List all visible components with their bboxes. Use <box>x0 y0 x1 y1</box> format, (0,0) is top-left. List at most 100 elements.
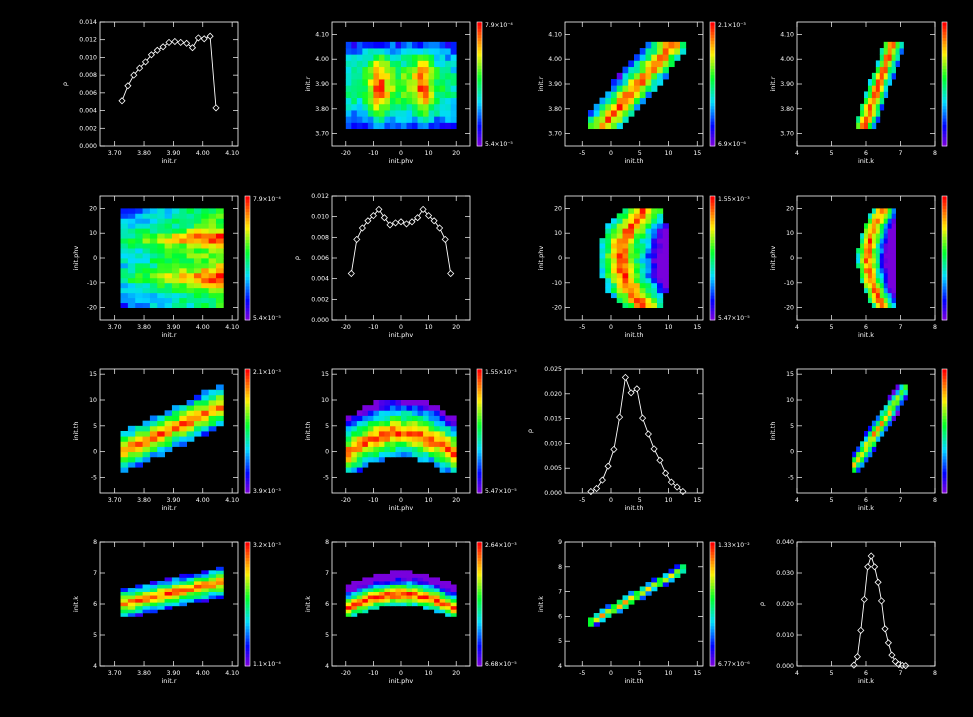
heatmap-cell <box>406 598 413 603</box>
heatmap-cell <box>356 431 363 437</box>
heatmap-cell <box>389 570 396 575</box>
heatmap-cell <box>645 228 652 234</box>
heatmap-cell <box>401 79 407 86</box>
heatmap-cell <box>171 302 180 308</box>
heatmap-cell <box>127 258 136 264</box>
heatmap-cell <box>657 253 664 259</box>
heatmap-cell <box>186 302 195 308</box>
colorbar-segment <box>245 628 250 633</box>
colorbar-segment <box>245 563 250 568</box>
heatmap-cell <box>860 451 865 458</box>
x-tick-label: 4.10 <box>225 497 239 504</box>
heatmap-cell <box>406 48 413 55</box>
colorbar-segment <box>477 625 482 630</box>
heatmap-cell <box>356 103 363 111</box>
heatmap-cell <box>135 277 143 284</box>
colorbar-segment <box>710 49 715 54</box>
panel-p13: 2.1×10⁻³6.9×10⁻⁶-5 0 5 10 153.703.803.904.00… <box>537 21 746 165</box>
colorbar-segment <box>477 591 482 596</box>
x-tick-label: 0 <box>399 497 403 504</box>
heatmap-cell <box>875 91 881 99</box>
heatmap-cell <box>356 436 363 442</box>
y-tick-label: -10 <box>784 280 794 287</box>
data-point-marker <box>206 32 214 40</box>
heatmap-cell <box>417 584 424 589</box>
heatmap-cell <box>651 233 658 239</box>
heatmap-cell <box>417 456 424 463</box>
heatmap-cell <box>657 287 664 294</box>
heatmap-cell <box>883 410 889 416</box>
heatmap-cell <box>639 97 646 105</box>
colorbar-segment <box>477 108 482 113</box>
colorbar-segment <box>477 465 482 469</box>
colorbar-segment <box>245 421 250 426</box>
heatmap-cell <box>891 400 896 406</box>
colorbar-segment <box>710 236 715 240</box>
heatmap-cell <box>157 243 165 249</box>
colorbar-segment <box>942 68 947 73</box>
heatmap-cell <box>208 420 217 427</box>
heatmap-cell <box>351 425 358 432</box>
heatmap-cell <box>362 446 369 453</box>
heatmap-cell <box>639 297 646 304</box>
colorbar-segment <box>477 381 482 385</box>
heatmap-cell <box>651 228 658 234</box>
heatmap-cell <box>622 595 629 601</box>
heatmap-cell <box>645 277 652 284</box>
heatmap-cell <box>622 233 629 239</box>
heatmap-cell <box>634 297 641 304</box>
heatmap-cell <box>345 441 352 447</box>
data-point-marker <box>593 484 601 493</box>
heatmap-cell <box>135 591 143 596</box>
heatmap-cell <box>883 79 889 86</box>
heatmap-cell <box>142 451 151 458</box>
heatmap-cell <box>891 66 896 74</box>
heatmap-cell <box>201 595 210 600</box>
heatmap-cell <box>171 405 180 411</box>
heatmap-cell <box>135 272 143 279</box>
heatmap-cell <box>599 613 606 618</box>
heatmap-cell <box>860 262 865 269</box>
colorbar-segment <box>710 22 715 26</box>
colorbar-segment <box>245 400 250 404</box>
heatmap-cell <box>611 233 618 239</box>
heatmap-cell <box>149 262 158 269</box>
heatmap-cell <box>605 613 612 618</box>
heatmap-cell <box>384 580 391 585</box>
heatmap-cell <box>450 598 457 603</box>
heatmap-cell <box>445 605 452 610</box>
colorbar-segment <box>942 25 947 29</box>
data-point-marker <box>194 34 202 42</box>
x-tick-label: 15 <box>693 150 701 157</box>
colorbar-segment <box>477 560 482 565</box>
heatmap-cell <box>362 410 369 416</box>
heatmap-cell <box>401 431 407 437</box>
heatmap-cell <box>120 262 129 269</box>
heatmap-cell <box>179 405 188 411</box>
heatmap-cell <box>879 282 885 289</box>
colorbar-segment <box>477 557 482 562</box>
heatmap-cell <box>860 233 865 239</box>
heatmap-cell <box>135 287 143 294</box>
heatmap-cell <box>867 85 873 92</box>
data-point-marker <box>616 413 624 421</box>
heatmap-cell <box>208 262 217 269</box>
heatmap-cell <box>135 208 143 214</box>
heatmap-cell <box>179 223 188 229</box>
heatmap-cell <box>378 431 385 437</box>
heatmap-cell <box>891 248 896 254</box>
heatmap-cell <box>127 612 136 617</box>
x-tick-label: 8 <box>933 324 937 331</box>
heatmap-cell <box>395 431 402 437</box>
heatmap-cell <box>450 591 457 596</box>
heatmap-cell <box>634 85 641 92</box>
heatmap-cell <box>356 425 363 432</box>
heatmap-cell <box>164 595 173 600</box>
heatmap-cell <box>450 588 457 592</box>
heatmap-cell <box>171 431 180 437</box>
heatmap-cell <box>434 451 441 458</box>
heatmap-cell <box>450 122 457 130</box>
heatmap-cell <box>401 54 407 61</box>
data-point-marker <box>604 462 612 470</box>
heatmap-cell <box>367 110 374 117</box>
